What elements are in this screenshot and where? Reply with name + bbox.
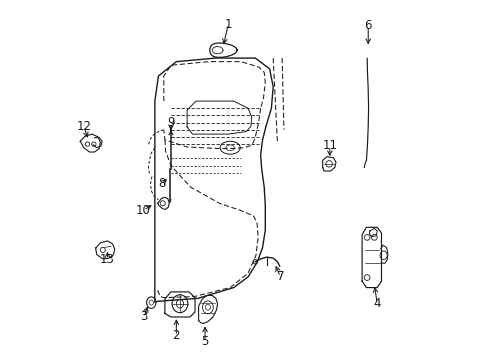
Text: 8: 8 [158, 177, 165, 190]
Text: 12: 12 [76, 120, 91, 133]
Text: 7: 7 [276, 270, 284, 283]
Text: 10: 10 [136, 204, 150, 217]
Text: 13: 13 [100, 253, 115, 266]
Text: 2: 2 [172, 329, 180, 342]
Text: 6: 6 [364, 19, 371, 32]
Text: 11: 11 [322, 139, 337, 152]
Text: 4: 4 [373, 297, 380, 310]
Text: 9: 9 [167, 116, 174, 129]
Text: 3: 3 [140, 310, 147, 323]
Text: 1: 1 [224, 18, 232, 31]
Text: 5: 5 [201, 335, 208, 348]
